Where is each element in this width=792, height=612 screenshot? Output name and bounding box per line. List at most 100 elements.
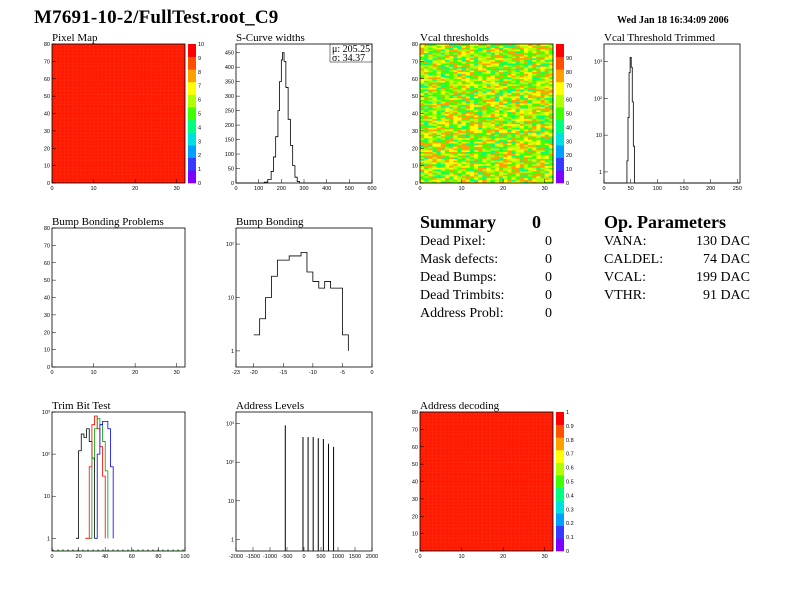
- heatmap-cell: [432, 83, 437, 86]
- heatmap-cell: [420, 116, 425, 120]
- heatmap-cell: [453, 85, 458, 88]
- heatmap-cell: [469, 61, 475, 64]
- heatmap-cell: [536, 181, 541, 184]
- heatmap-cell: [428, 146, 433, 149]
- heatmap-cell: [540, 73, 545, 76]
- heatmap-cell: [515, 77, 521, 80]
- heatmap-cell: [511, 94, 516, 97]
- heatmap-cell: [453, 49, 458, 52]
- s-curve-widths-x-tick-label: 600: [367, 186, 376, 192]
- heatmap-cell: [519, 127, 525, 130]
- heatmap-cell: [482, 134, 487, 137]
- heatmap-cell: [503, 87, 508, 90]
- heatmap-cell: [498, 170, 504, 173]
- heatmap-cell: [478, 149, 483, 153]
- heatmap-cell: [544, 141, 550, 144]
- color-scale-step: [556, 145, 564, 159]
- heatmap-cell: [486, 73, 491, 76]
- heatmap-cell: [444, 57, 450, 60]
- heatmap-cell: [519, 176, 525, 179]
- heatmap-cell: [503, 64, 508, 67]
- heatmap-cell: [440, 78, 446, 81]
- heatmap-cell: [544, 155, 550, 158]
- heatmap-cell: [424, 179, 429, 182]
- heatmap-cell: [536, 70, 541, 73]
- heatmap-cell: [482, 122, 487, 125]
- heatmap-cell: [482, 130, 487, 133]
- heatmap-cell: [436, 165, 442, 168]
- heatmap-cell: [498, 83, 504, 86]
- heatmap-cell: [490, 94, 496, 97]
- heatmap-cell: [540, 123, 545, 126]
- heatmap-cell: [536, 80, 541, 83]
- heatmap-cell: [449, 44, 454, 47]
- heatmap-cell: [494, 146, 500, 149]
- heatmap-cell: [461, 68, 467, 71]
- heatmap-cell: [528, 123, 533, 126]
- heatmap-cell: [424, 172, 429, 175]
- heatmap-cell: [449, 158, 454, 161]
- heatmap-cell: [540, 101, 545, 104]
- heatmap-cell: [498, 127, 504, 130]
- heatmap-cell: [432, 59, 437, 62]
- address-levels-y-tick-label: 1: [231, 537, 234, 543]
- heatmap-cell: [465, 179, 471, 182]
- heatmap-cell: [490, 174, 496, 177]
- heatmap-cell: [515, 64, 521, 67]
- pixel-map-x-tick-label: 20: [132, 186, 138, 192]
- heatmap-cell: [444, 54, 450, 57]
- heatmap-cell: [507, 71, 512, 74]
- heatmap-cell: [465, 122, 471, 125]
- heatmap-cell: [461, 73, 467, 76]
- heatmap-cell: [532, 96, 537, 99]
- heatmap-cell: [449, 73, 454, 76]
- heatmap-cell: [548, 75, 554, 78]
- heatmap-cell: [507, 116, 512, 120]
- heatmap-cell: [436, 61, 442, 64]
- heatmap-cell: [469, 170, 475, 173]
- heatmap-cell: [486, 57, 491, 60]
- heatmap-cell: [548, 118, 554, 121]
- heatmap-cell: [507, 83, 512, 86]
- heatmap-cell: [478, 151, 483, 154]
- heatmap-cell: [420, 106, 425, 109]
- heatmap-cell: [494, 47, 500, 50]
- heatmap-cell: [440, 77, 446, 80]
- heatmap-cell: [494, 139, 500, 142]
- heatmap-cell: [540, 68, 545, 71]
- heatmap-cell: [486, 155, 491, 158]
- heatmap-cell: [428, 176, 433, 179]
- heatmap-cell: [519, 146, 525, 149]
- heatmap-cell: [548, 137, 554, 140]
- heatmap-cell: [465, 163, 471, 166]
- heatmap-cell: [461, 113, 467, 116]
- heatmap-cell: [515, 153, 521, 156]
- heatmap-cell: [532, 61, 537, 64]
- heatmap-cell: [474, 134, 479, 137]
- heatmap-cell: [498, 110, 504, 113]
- heatmap-cell: [511, 68, 516, 71]
- heatmap-cell: [498, 87, 504, 90]
- heatmap-cell: [449, 143, 454, 146]
- heatmap-cell: [444, 64, 450, 67]
- heatmap-cell: [503, 113, 508, 116]
- heatmap-cell: [498, 181, 504, 184]
- heatmap-cell: [424, 61, 429, 64]
- heatmap-cell: [461, 70, 467, 73]
- heatmap-cell: [482, 143, 487, 146]
- heatmap-cell: [515, 139, 521, 142]
- heatmap-cell: [440, 49, 446, 52]
- heatmap-cell: [449, 167, 454, 170]
- heatmap-cell: [515, 155, 521, 158]
- heatmap-cell: [420, 70, 425, 73]
- address-decoding-y-tick-label: 50: [412, 462, 418, 468]
- heatmap-cell: [511, 66, 516, 69]
- heatmap-cell: [440, 118, 446, 121]
- heatmap-cell: [486, 127, 491, 130]
- op-param-value: 199 DAC: [695, 270, 750, 285]
- heatmap-cell: [478, 104, 483, 107]
- heatmap-cell: [515, 176, 521, 179]
- address-decoding-title: Address decoding: [420, 400, 500, 412]
- heatmap-cell: [436, 139, 442, 142]
- heatmap-cell: [536, 155, 541, 158]
